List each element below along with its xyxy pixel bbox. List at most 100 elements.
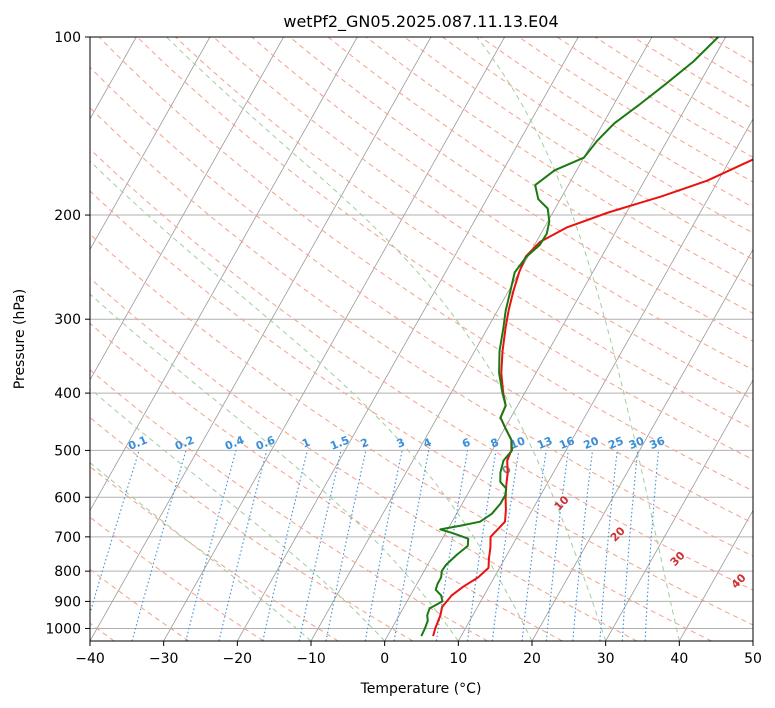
x-tick-label: 50 xyxy=(744,651,762,667)
x-tick-label: 20 xyxy=(523,651,541,667)
mixing-ratio-label: 30 xyxy=(627,434,646,452)
dry-adiabat-line xyxy=(90,277,638,641)
mixing-ratio-line xyxy=(621,450,639,641)
mixing-ratio-line xyxy=(435,450,469,641)
dry-adiabat-line xyxy=(518,37,753,183)
y-tick-label: 1000 xyxy=(45,621,81,637)
moist-adiabat-line xyxy=(90,388,386,641)
dewpoint-profile-line xyxy=(420,37,719,637)
chart-title: wetPf2_GN05.2025.087.11.13.E04 xyxy=(283,12,558,32)
x-tick-label: 0 xyxy=(380,651,389,667)
y-tick-label: 200 xyxy=(54,208,81,224)
y-tick-label: 400 xyxy=(54,386,81,402)
moist-adiabat-label: 40 xyxy=(729,571,749,591)
isotherm-line xyxy=(0,37,63,641)
moist-adiabat-line xyxy=(90,160,533,641)
isotherm-line xyxy=(236,37,579,641)
isotherm-line xyxy=(457,118,753,641)
mixing-ratio-label: 13 xyxy=(535,434,554,452)
dry-adiabat-line xyxy=(404,37,753,260)
mixing-ratio-label: 2 xyxy=(359,436,371,451)
isotherm-line xyxy=(163,37,505,641)
x-tick-label: −10 xyxy=(296,651,326,667)
y-axis-label: Pressure (hPa) xyxy=(12,289,28,389)
isotherm-line xyxy=(678,509,753,641)
y-tick-label: 700 xyxy=(54,530,81,546)
isotherm-line xyxy=(90,37,211,251)
dry-adiabat-line xyxy=(136,37,753,461)
moist-adiabat-label: 10 xyxy=(552,493,572,513)
x-tick-label: 40 xyxy=(670,651,688,667)
mixing-ratio-line xyxy=(599,450,618,641)
x-tick-label: −20 xyxy=(223,651,253,667)
dry-adiabat-label: -10 xyxy=(34,417,57,440)
plot-frame xyxy=(89,36,754,642)
mixing-ratio-line xyxy=(393,450,430,641)
mixing-ratio-line xyxy=(572,450,594,641)
mixing-ratio-line xyxy=(521,450,547,641)
moist-adiabat-line xyxy=(476,37,680,641)
dry-adiabat-line xyxy=(90,190,753,626)
mixing-ratio-line xyxy=(325,450,367,641)
y-tick-label: 900 xyxy=(54,594,81,610)
dry-adiabat-line xyxy=(251,37,753,371)
mixing-ratio-label: 6 xyxy=(460,436,472,451)
moist-adiabat-line xyxy=(166,37,607,641)
mixing-ratio-line xyxy=(218,450,268,641)
dry-adiabat-line xyxy=(365,37,753,287)
mixing-ratio-line xyxy=(491,450,520,641)
y-tick-label: 300 xyxy=(54,312,81,328)
dry-adiabat-line xyxy=(671,37,753,87)
mixing-ratio-line xyxy=(466,450,497,641)
dry-adiabat-line xyxy=(90,66,753,524)
mixing-ratio-line xyxy=(131,450,187,641)
isotherm-line xyxy=(384,37,726,641)
y-tick-label: 100 xyxy=(54,30,81,46)
isotherm-line xyxy=(90,37,284,381)
dry-adiabat-line xyxy=(213,37,753,400)
moist-adiabat-label: 30 xyxy=(668,549,688,569)
dry-adiabat-line xyxy=(175,37,753,430)
mixing-ratio-label: 1 xyxy=(300,436,312,451)
y-axis: 100 200 300 400 500 600 700 800 900 1000 xyxy=(45,30,90,637)
mixing-ratio-label: 8 xyxy=(489,436,501,451)
dry-adiabat-line xyxy=(709,37,753,64)
mixing-ratio-label: 36 xyxy=(648,434,667,452)
isotherm-line xyxy=(605,379,753,641)
background-annotations: -100-90-80-70-60-50-40-30-20-100.10.20.4… xyxy=(34,417,749,591)
isotherm-line xyxy=(90,37,432,641)
dry-adiabat-line xyxy=(90,233,712,641)
x-tick-label: 10 xyxy=(449,651,467,667)
dry-adiabat-line xyxy=(90,516,264,641)
dry-adiabat-line xyxy=(90,465,339,641)
dry-adiabat-line xyxy=(90,568,190,641)
moist-adiabat-label: 20 xyxy=(608,524,628,544)
dry-adiabat-line xyxy=(90,369,488,641)
dry-adiabat-line xyxy=(90,107,753,557)
x-tick-label: 30 xyxy=(597,651,615,667)
y-tick-label: 600 xyxy=(54,490,81,506)
dry-adiabat-line xyxy=(90,148,753,591)
mixing-ratio-line xyxy=(262,450,308,641)
dry-adiabat-line xyxy=(289,37,753,342)
y-tick-label: 500 xyxy=(54,443,81,459)
mixing-ratio-label: 4 xyxy=(421,436,433,451)
mixing-ratio-line xyxy=(644,450,660,641)
mixing-ratio-label: 25 xyxy=(606,434,625,452)
x-axis: −40 −30 −20 −10 0 10 20 30 40 50 xyxy=(75,641,762,667)
profile-series xyxy=(420,37,753,637)
background-lines xyxy=(0,37,753,641)
x-axis-label: Temperature (°C) xyxy=(360,681,482,697)
mixing-ratio-label: 20 xyxy=(582,434,601,452)
mixing-ratio-label: 16 xyxy=(557,434,576,452)
isotherm-line xyxy=(531,248,753,641)
dry-adiabat-line xyxy=(633,37,753,110)
x-tick-label: −30 xyxy=(149,651,179,667)
y-tick-label: 800 xyxy=(54,564,81,580)
dry-adiabat-line xyxy=(90,416,414,641)
mixing-ratio-line xyxy=(185,450,237,641)
mixing-ratio-line xyxy=(298,450,342,641)
temperature-profile-line xyxy=(432,158,753,637)
mixing-ratio-line xyxy=(90,450,140,615)
